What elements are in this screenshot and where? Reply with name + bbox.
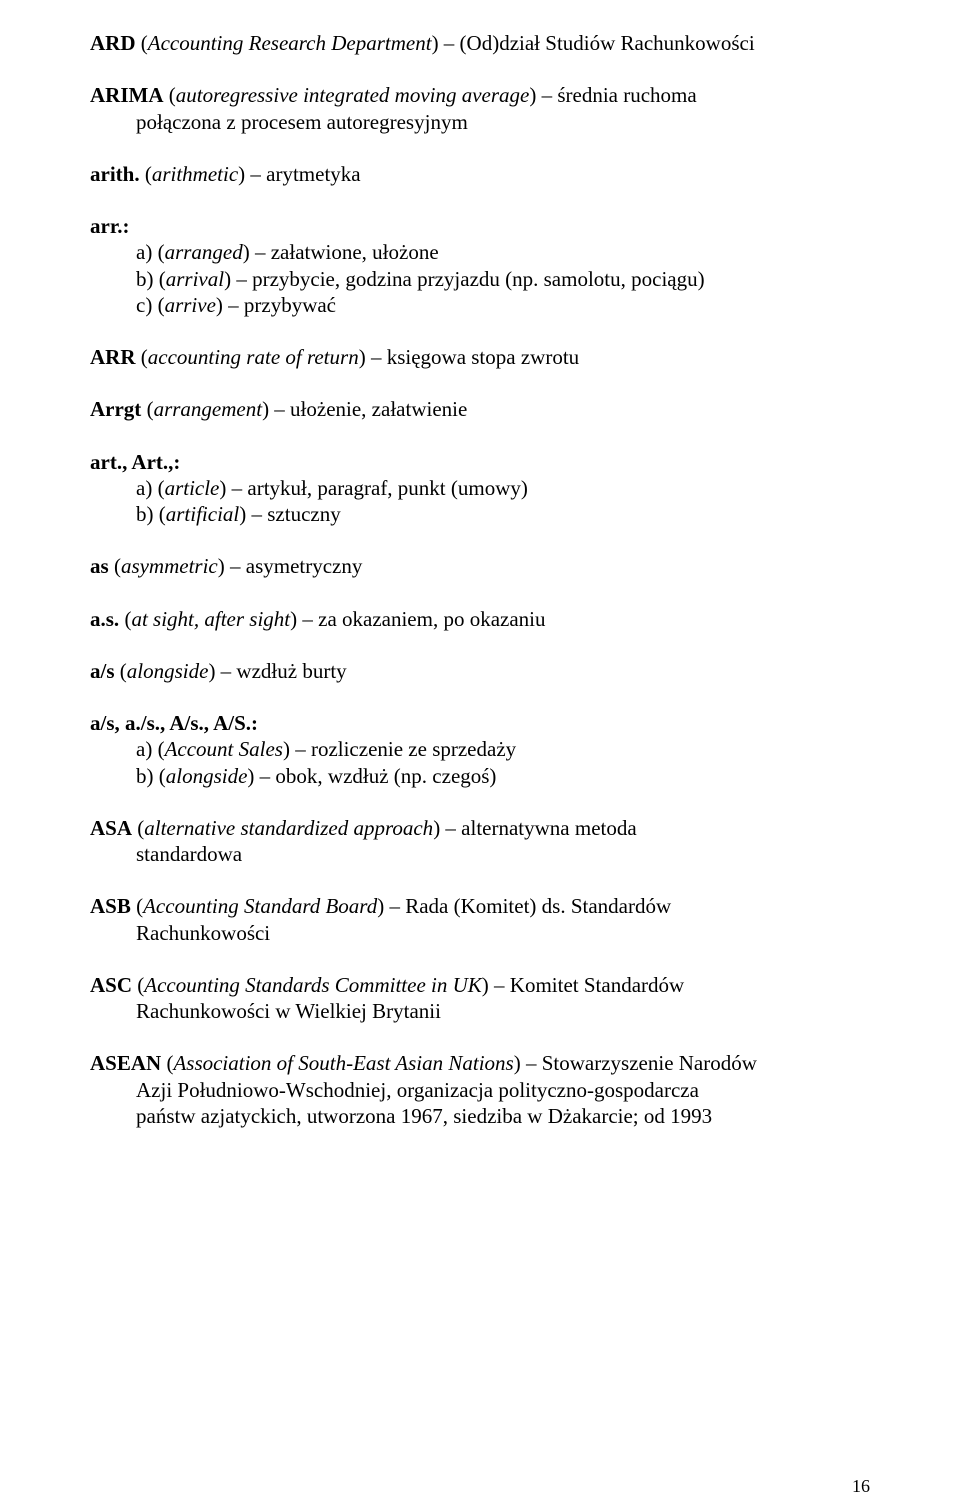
document-page: ARD (Accounting Research Department) – (… <box>0 0 960 1511</box>
text: ) – wzdłuż burty <box>208 659 346 683</box>
text: ( <box>132 973 144 997</box>
headword-asc: ASC <box>90 973 132 997</box>
italic-text: asymmetric <box>121 554 218 578</box>
text: ) – ułożenie, załatwienie <box>262 397 467 421</box>
text: ( <box>109 554 121 578</box>
italic-text: Accounting Standard Board <box>143 894 377 918</box>
text: b) ( <box>136 764 166 788</box>
text: ) – przybycie, godzina przyjazdu (np. sa… <box>224 267 705 291</box>
entry-as: as (asymmetric) – asymetryczny <box>90 553 870 579</box>
text: ) – alternatywna metoda <box>433 816 637 840</box>
text: ) – sztuczny <box>239 502 340 526</box>
text: b) ( <box>136 502 166 526</box>
text: a) ( <box>136 737 165 761</box>
text: ( <box>161 1051 173 1075</box>
italic-text: Accounting Standards Committee in UK <box>144 973 482 997</box>
entry-arith: arith. (arithmetic) – arytmetyka <box>90 161 870 187</box>
text: ) – Komitet Standardów <box>482 973 684 997</box>
italic-text: autoregressive integrated moving average <box>176 83 530 107</box>
text: c) ( <box>136 293 165 317</box>
text: ) – Stowarzyszenie Narodów <box>514 1051 757 1075</box>
continuation-line: Rachunkowości <box>90 920 870 946</box>
text: ( <box>115 659 127 683</box>
text: ( <box>136 345 148 369</box>
headword-arima: ARIMA <box>90 83 164 107</box>
text: ( <box>136 31 148 55</box>
italic-text: arithmetic <box>152 162 238 186</box>
continuation-line: Rachunkowości w Wielkiej Brytanii <box>90 998 870 1024</box>
headword-a-slash-s: a/s <box>90 659 115 683</box>
italic-text: arrival <box>166 267 224 291</box>
italic-text: arrive <box>165 293 216 317</box>
text: ( <box>140 162 152 186</box>
entry-arrgt: Arrgt (arrangement) – ułożenie, załatwie… <box>90 396 870 422</box>
italic-text: Account Sales <box>165 737 283 761</box>
text: ) – przybywać <box>216 293 336 317</box>
entry-as-dot: a.s. (at sight, after sight) – za okazan… <box>90 606 870 632</box>
headword-arrgt: Arrgt <box>90 397 141 421</box>
text: a) ( <box>136 240 165 264</box>
headword-asa: ASA <box>90 816 132 840</box>
continuation-line: standardowa <box>90 841 870 867</box>
headword-arr: arr.: <box>90 214 129 238</box>
text: ) – obok, wzdłuż (np. czegoś) <box>247 764 496 788</box>
headword-ard: ARD <box>90 31 136 55</box>
entry-asa: ASA (alternative standardized approach) … <box>90 815 870 868</box>
entry-asc: ASC (Accounting Standards Committee in U… <box>90 972 870 1025</box>
text: ) – średnia ruchoma <box>529 83 696 107</box>
continuation-line: państw azjatyckich, utworzona 1967, sied… <box>90 1103 870 1129</box>
headword-asb: ASB <box>90 894 131 918</box>
text: a) ( <box>136 476 165 500</box>
italic-text: arrangement <box>154 397 263 421</box>
headword-as: as <box>90 554 109 578</box>
italic-text: article <box>165 476 220 500</box>
italic-text: arranged <box>165 240 243 264</box>
entry-asean: ASEAN (Association of South-East Asian N… <box>90 1050 870 1129</box>
italic-text: alongside <box>127 659 209 683</box>
text: b) ( <box>136 267 166 291</box>
continuation-line: Azji Południowo-Wschodniej, organizacja … <box>90 1077 870 1103</box>
entry-art: art., Art.,: a) (article) – artykuł, par… <box>90 449 870 528</box>
text: ) – za okazaniem, po okazaniu <box>290 607 545 631</box>
italic-text: alongside <box>166 764 248 788</box>
text: ( <box>132 816 144 840</box>
text: ( <box>164 83 176 107</box>
italic-text: accounting rate of return <box>148 345 359 369</box>
headword-a-slash-s-list: a/s, a./s., A/s., A/S.: <box>90 711 258 735</box>
text: ) – księgowa stopa zwrotu <box>359 345 579 369</box>
text: ) – rozliczenie ze sprzedaży <box>283 737 516 761</box>
text: ( <box>119 607 131 631</box>
text: ) – arytmetyka <box>238 162 360 186</box>
entry-arr: arr.: a) (arranged) – załatwione, ułożon… <box>90 213 870 318</box>
italic-text: artificial <box>166 502 240 526</box>
text: ) – załatwione, ułożone <box>243 240 439 264</box>
text: ) – artykuł, paragraf, punkt (umowy) <box>219 476 528 500</box>
italic-text: alternative standardized approach <box>144 816 433 840</box>
entry-arima: ARIMA (autoregressive integrated moving … <box>90 82 870 135</box>
italic-text: at sight, after sight <box>131 607 290 631</box>
headword-arith: arith. <box>90 162 140 186</box>
entry-arr-upper: ARR (accounting rate of return) – księgo… <box>90 344 870 370</box>
text: ( <box>141 397 153 421</box>
italic-text: Association of South-East Asian Nations <box>173 1051 513 1075</box>
continuation-line: połączona z procesem autoregresyjnym <box>90 109 870 135</box>
entry-a-slash-s: a/s (alongside) – wzdłuż burty <box>90 658 870 684</box>
headword-as-dot: a.s. <box>90 607 119 631</box>
text: ) – Rada (Komitet) ds. Standardów <box>377 894 671 918</box>
page-number: 16 <box>852 1476 870 1497</box>
entry-ard: ARD (Accounting Research Department) – (… <box>90 30 870 56</box>
headword-arr-upper: ARR <box>90 345 136 369</box>
text: ) – (Od)dział Studiów Rachunkowości <box>432 31 755 55</box>
italic-text: Accounting Research Department <box>148 31 432 55</box>
text: ( <box>131 894 143 918</box>
headword-art: art., Art.,: <box>90 450 180 474</box>
entry-a-slash-s-list: a/s, a./s., A/s., A/S.: a) (Account Sale… <box>90 710 870 789</box>
headword-asean: ASEAN <box>90 1051 161 1075</box>
entry-asb: ASB (Accounting Standard Board) – Rada (… <box>90 893 870 946</box>
text: ) – asymetryczny <box>218 554 363 578</box>
